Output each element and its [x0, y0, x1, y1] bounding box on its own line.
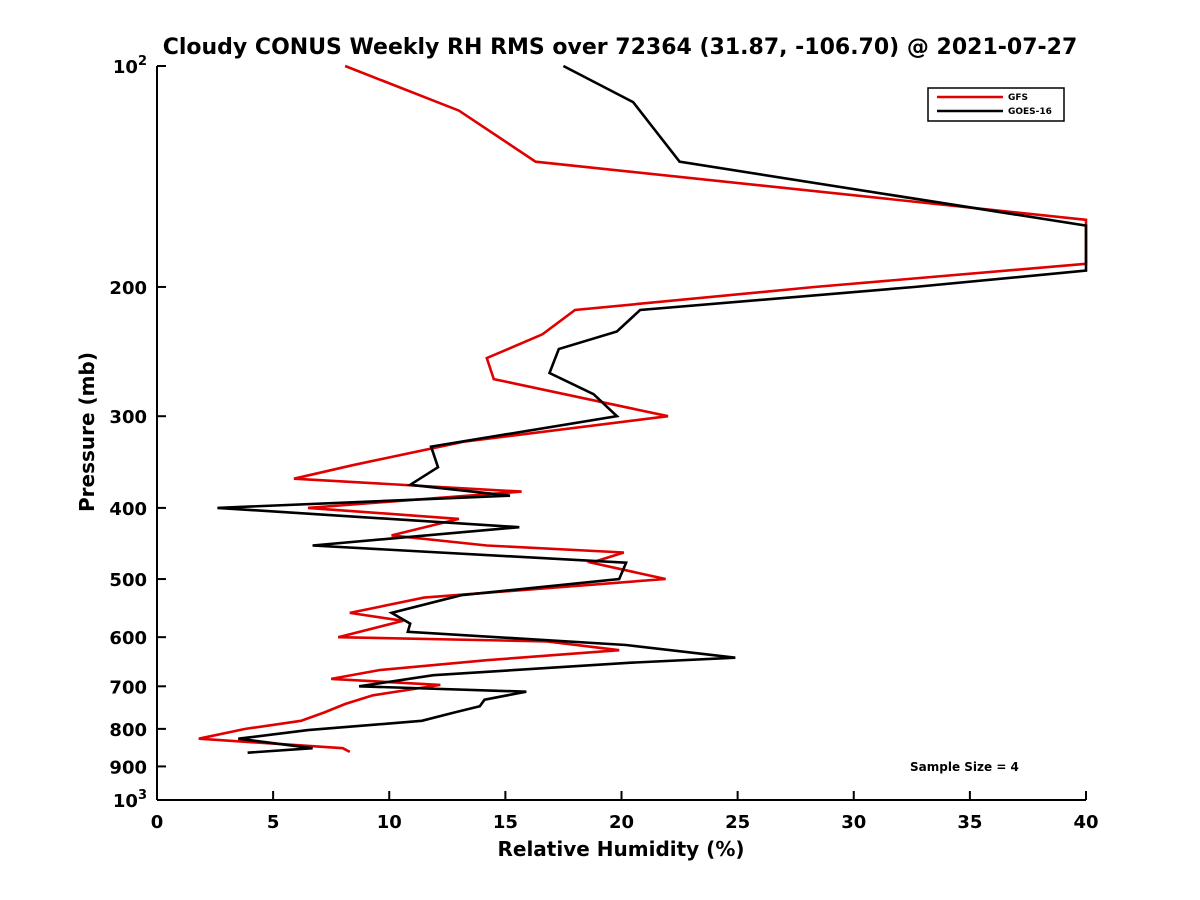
- sample-size-annotation: Sample Size = 4: [910, 760, 1019, 774]
- x-tick-label: 10: [377, 812, 402, 833]
- y-tick-label: 800: [109, 720, 147, 741]
- legend-entry-goes-16: GOES-16: [1008, 107, 1052, 117]
- y-tick-label: 400: [109, 499, 147, 520]
- y-tick-label: 500: [109, 570, 147, 591]
- series-layer: [198, 64, 1088, 754]
- y-tick-label: 300: [109, 407, 147, 428]
- tick-layer: 0 5 10 15 20 25 30 35 40 102 200 300 400 500 600 700 800…: [109, 54, 1098, 833]
- chart-title: Cloudy CONUS Weekly RH RMS over 72364 (3…: [163, 35, 1078, 60]
- x-tick-label: 5: [267, 812, 280, 833]
- series-line-goes-16: [217, 64, 1088, 754]
- series-line-gfs: [198, 64, 1088, 754]
- legend-box: [927, 87, 1065, 122]
- axes: [156, 66, 1086, 801]
- x-tick-label: 35: [957, 812, 982, 833]
- x-tick-label: 25: [725, 812, 750, 833]
- legend: GFS GOES-16: [927, 87, 1065, 122]
- y-tick-label: 103: [113, 788, 147, 812]
- x-tick-label: 40: [1073, 812, 1098, 833]
- x-tick-label: 20: [609, 812, 634, 833]
- y-tick-label: 200: [109, 278, 147, 299]
- y-axis-label: Pressure (mb): [75, 352, 99, 512]
- x-tick-label: 15: [493, 812, 518, 833]
- y-tick-label: 900: [109, 757, 147, 778]
- legend-entry-gfs: GFS: [1008, 93, 1028, 103]
- y-tick-label: 700: [109, 677, 147, 698]
- x-tick-label: 0: [151, 812, 164, 833]
- y-tick-label: 102: [113, 54, 147, 78]
- x-tick-label: 30: [841, 812, 866, 833]
- x-axis-label: Relative Humidity (%): [497, 837, 744, 861]
- y-tick-label: 600: [109, 628, 147, 649]
